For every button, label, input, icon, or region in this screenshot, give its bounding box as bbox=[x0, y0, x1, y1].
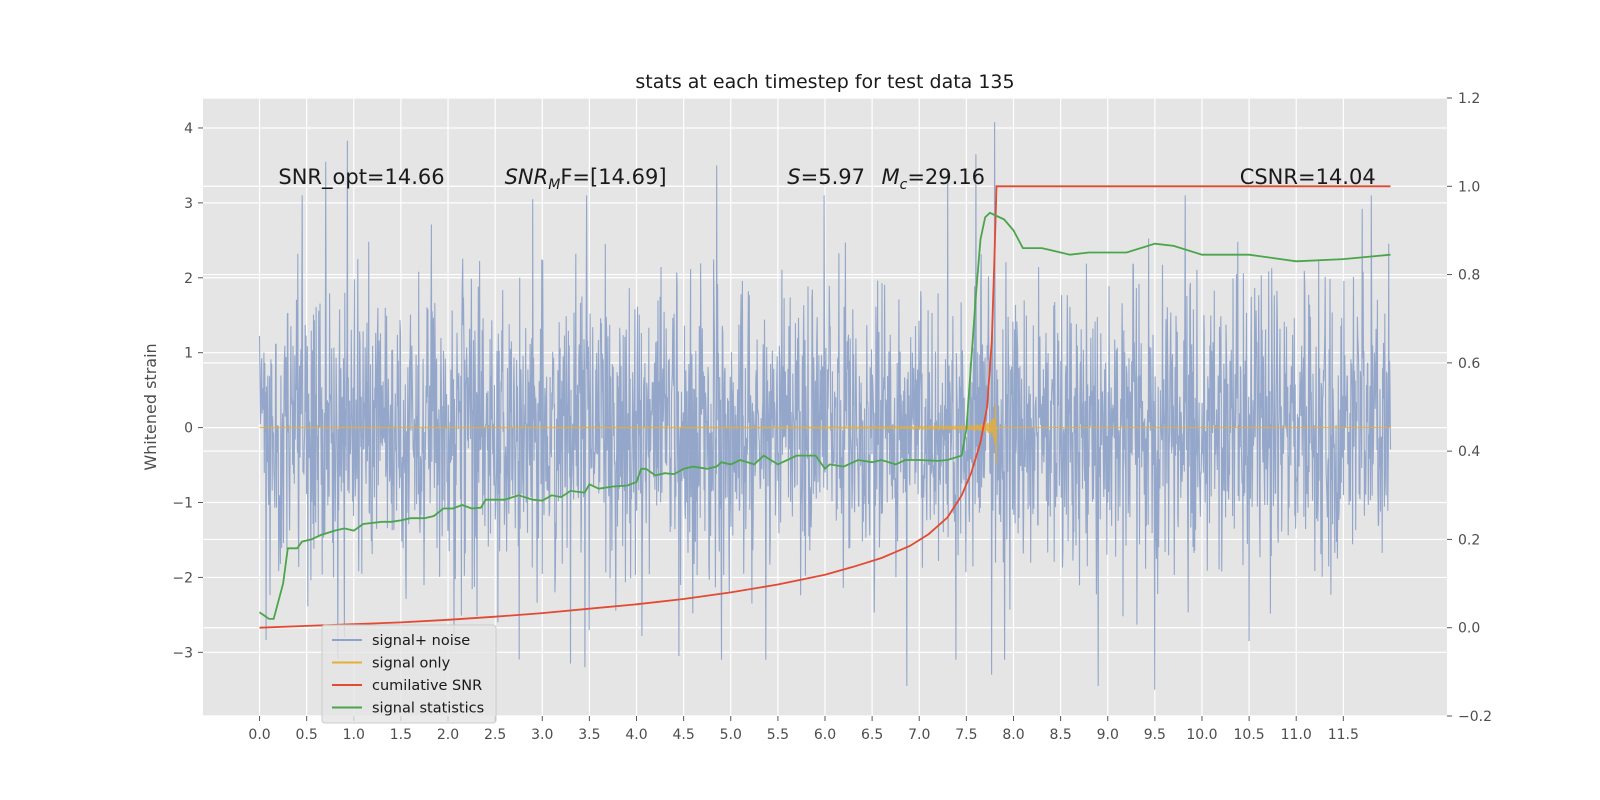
legend: signal+ noise signal only cumilative SNR si… bbox=[321, 624, 497, 724]
annotation-s-value: S=5.97 bbox=[787, 165, 865, 189]
x-tick-label: 4.5 bbox=[673, 727, 695, 743]
x-tick-label: 3.5 bbox=[578, 727, 600, 743]
y-tick-label: 1 bbox=[184, 346, 193, 362]
annotation-snr-mf: SNRMF=[14.69] bbox=[505, 165, 667, 193]
y-tick-label: 3 bbox=[184, 196, 193, 212]
right-axis-series bbox=[258, 185, 1391, 629]
x-tick-label: 6.5 bbox=[861, 727, 883, 743]
x-tick-label: 5.0 bbox=[720, 727, 742, 743]
annotation-chirp-mass-sub: c bbox=[900, 177, 908, 193]
series-signal-plus-noise bbox=[258, 121, 1392, 690]
x-tick-label: 3.0 bbox=[531, 727, 553, 743]
series-signal-only-line bbox=[259, 403, 1391, 465]
x-tick-label: 4.0 bbox=[625, 727, 647, 743]
annotation-s-value-tail: =5.97 bbox=[801, 165, 865, 189]
x-tick-label: 2.5 bbox=[484, 727, 506, 743]
y-tick-label: −2 bbox=[172, 570, 193, 586]
x-tick-label: 10.0 bbox=[1186, 727, 1217, 743]
y-tick-label: −3 bbox=[172, 645, 193, 661]
y-tick-label: 4 bbox=[184, 121, 193, 137]
series-signal-statistics-line bbox=[258, 211, 1391, 620]
annotation-chirp-mass-tail: =29.16 bbox=[907, 165, 985, 189]
series-signal-only bbox=[259, 403, 1391, 465]
right-tick-label: 0.6 bbox=[1458, 356, 1480, 372]
right-tick-label: 1.2 bbox=[1458, 91, 1480, 107]
x-tick-label: 9.0 bbox=[1097, 727, 1119, 743]
annotation-chirp-mass: Mc=29.16 bbox=[882, 165, 986, 193]
x-tick-label: 0.0 bbox=[248, 727, 270, 743]
y-tick-label: 2 bbox=[184, 271, 193, 287]
x-tick-label: 2.0 bbox=[437, 727, 459, 743]
y-tick-label: −1 bbox=[172, 496, 193, 512]
right-tick-label: 0.4 bbox=[1458, 444, 1480, 460]
x-tick-label: 10.5 bbox=[1234, 727, 1265, 743]
annotation-snr-mf-sub: M bbox=[548, 177, 560, 193]
x-tick-label: 8.5 bbox=[1049, 727, 1071, 743]
x-tick-label: 7.0 bbox=[908, 727, 930, 743]
x-tick-label: 11.5 bbox=[1328, 727, 1359, 743]
annotation-snr-mf-tail: F=[14.69] bbox=[560, 165, 666, 189]
annotations: SNR_opt=14.66 SNRMF=[14.69] S=5.97 Mc=29… bbox=[278, 165, 1375, 193]
x-tick-label: 9.5 bbox=[1144, 727, 1166, 743]
legend-label-signal-only: signal only bbox=[372, 656, 451, 672]
annotation-csnr: CSNR=14.04 bbox=[1240, 165, 1376, 189]
x-tick-label: 6.0 bbox=[814, 727, 836, 743]
x-tick-label: 11.0 bbox=[1281, 727, 1312, 743]
y-axis-ticks: −3 −2 −1 0 1 2 3 4 bbox=[172, 121, 203, 661]
right-tick-label: −0.2 bbox=[1458, 709, 1492, 725]
x-tick-label: 0.5 bbox=[296, 727, 318, 743]
series-cumilative-snr-line bbox=[259, 185, 1391, 629]
y-tick-label: 0 bbox=[184, 421, 193, 437]
x-tick-label: 1.0 bbox=[343, 727, 365, 743]
legend-label-cumilative-snr: cumilative SNR bbox=[372, 678, 482, 694]
annotation-s-value-base: S bbox=[787, 165, 800, 189]
legend-label-signal-noise: signal+ noise bbox=[372, 633, 470, 649]
annotation-chirp-mass-base: M bbox=[882, 165, 900, 189]
annotation-snr-opt: SNR_opt=14.66 bbox=[278, 165, 444, 190]
right-tick-label: 0.2 bbox=[1458, 532, 1480, 548]
legend-label-signal-statistics: signal statistics bbox=[372, 701, 484, 717]
right-tick-label: 0.8 bbox=[1458, 268, 1480, 284]
right-axis-ticks: −0.2 0.0 0.2 0.4 0.6 0.8 1.0 1.2 bbox=[1447, 91, 1492, 725]
x-tick-label: 5.5 bbox=[767, 727, 789, 743]
annotation-snr-mf-base: SNR bbox=[505, 165, 549, 189]
x-axis-ticks: 0.0 0.5 1.0 1.5 2.0 2.5 3.0 3.5 4.0 4.5 5.0 5.5 6.0 6… bbox=[248, 716, 1359, 743]
x-tick-label: 1.5 bbox=[390, 727, 412, 743]
right-tick-label: 0.0 bbox=[1458, 621, 1480, 637]
right-tick-label: 1.0 bbox=[1458, 179, 1480, 195]
x-tick-label: 7.5 bbox=[955, 727, 977, 743]
y-axis-label: Whitened strain bbox=[141, 343, 160, 470]
series-signal-noise-line bbox=[258, 121, 1392, 690]
chart-title: stats at each timestep for test data 135 bbox=[635, 71, 1014, 93]
x-tick-label: 8.0 bbox=[1002, 727, 1024, 743]
legend-box bbox=[321, 624, 497, 724]
